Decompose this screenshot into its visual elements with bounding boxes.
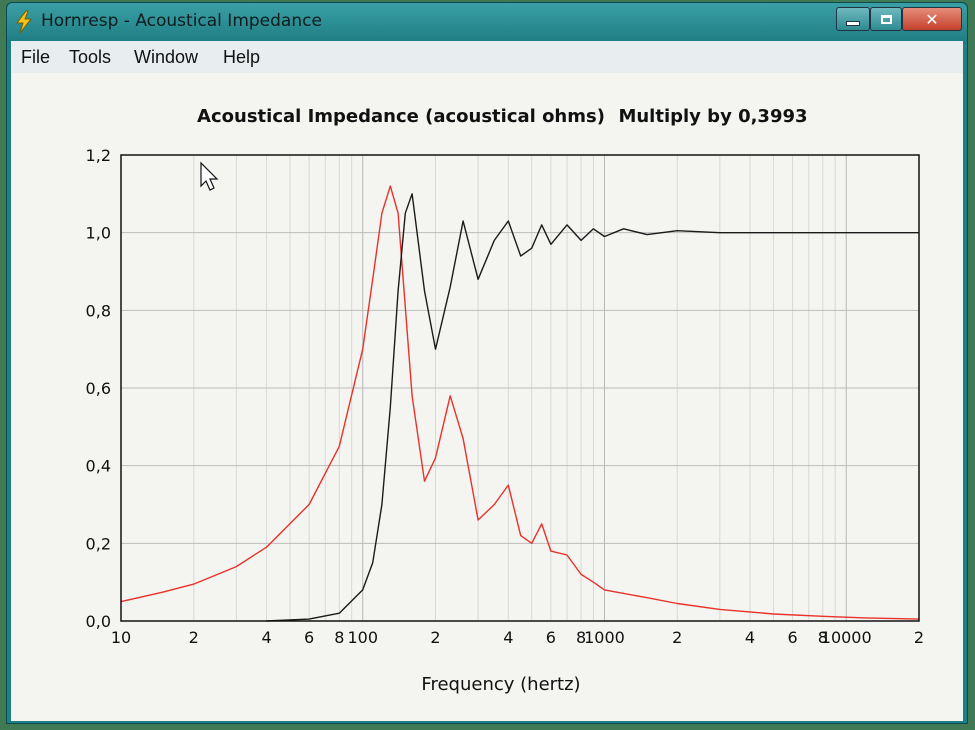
maximize-icon bbox=[880, 14, 892, 24]
x-tick-label: 2 bbox=[672, 628, 682, 647]
x-tick-label: 8 bbox=[576, 628, 586, 647]
menu-window[interactable]: Window bbox=[134, 47, 199, 67]
y-tick-label: 0,6 bbox=[86, 379, 111, 398]
x-tick-label: 2 bbox=[430, 628, 440, 647]
y-tick-label: 0,0 bbox=[86, 612, 111, 631]
y-tick-label: 1,0 bbox=[86, 224, 111, 243]
x-tick-label: 6 bbox=[788, 628, 798, 647]
plot-frame bbox=[120, 154, 920, 622]
x-tick-label: 4 bbox=[261, 628, 271, 647]
title-bar[interactable]: Hornresp - Acoustical Impedance ✕ bbox=[7, 3, 967, 41]
x-tick-label: 8 bbox=[334, 628, 344, 647]
y-tick-label: 0,4 bbox=[86, 457, 111, 476]
mouse-cursor-icon bbox=[200, 161, 219, 191]
x-tick-label: 10 bbox=[111, 628, 131, 647]
series-line-1 bbox=[120, 185, 920, 620]
menu-help[interactable]: Help bbox=[223, 47, 261, 67]
x-tick-label: 100 bbox=[347, 628, 378, 647]
close-icon: ✕ bbox=[925, 9, 939, 29]
x-tick-label: 6 bbox=[546, 628, 556, 647]
x-tick-label: 10000 bbox=[821, 628, 872, 647]
menu-bar: File Tools Window Help bbox=[11, 41, 963, 73]
series-line-2 bbox=[266, 193, 919, 622]
y-tick-label: 0,2 bbox=[86, 534, 111, 553]
y-tick-label: 1,2 bbox=[86, 146, 111, 165]
window-title: Hornresp - Acoustical Impedance bbox=[41, 11, 322, 31]
minimize-icon bbox=[846, 20, 860, 26]
minimize-button[interactable] bbox=[836, 7, 870, 31]
x-tick-label: 8 bbox=[818, 628, 828, 647]
app-window: Hornresp - Acoustical Impedance ✕ File T… bbox=[6, 2, 968, 724]
impedance-chart: Acoustical Impedance (acoustical ohms) M… bbox=[86, 106, 925, 695]
x-tick-label: 2 bbox=[189, 628, 199, 647]
lightning-bolt-icon bbox=[16, 10, 33, 34]
menu-tools[interactable]: Tools bbox=[69, 47, 112, 67]
x-tick-label: 4 bbox=[503, 628, 513, 647]
chart-title: Acoustical Impedance (acoustical ohms) bbox=[197, 106, 605, 127]
menu-file[interactable]: File bbox=[21, 47, 51, 67]
x-tick-label: 1000 bbox=[584, 628, 625, 647]
close-button[interactable]: ✕ bbox=[902, 7, 962, 31]
x-axis-label: Frequency (hertz) bbox=[421, 674, 580, 695]
x-tick-label: 2 bbox=[914, 628, 924, 647]
x-tick-label: 6 bbox=[304, 628, 314, 647]
x-tick-label: 4 bbox=[745, 628, 755, 647]
maximize-button[interactable] bbox=[870, 7, 902, 31]
y-tick-label: 0,8 bbox=[86, 301, 111, 320]
chart-multiplier: Multiply by 0,3993 bbox=[618, 106, 807, 127]
chart-area: Acoustical Impedance (acoustical ohms) M… bbox=[11, 73, 963, 721]
